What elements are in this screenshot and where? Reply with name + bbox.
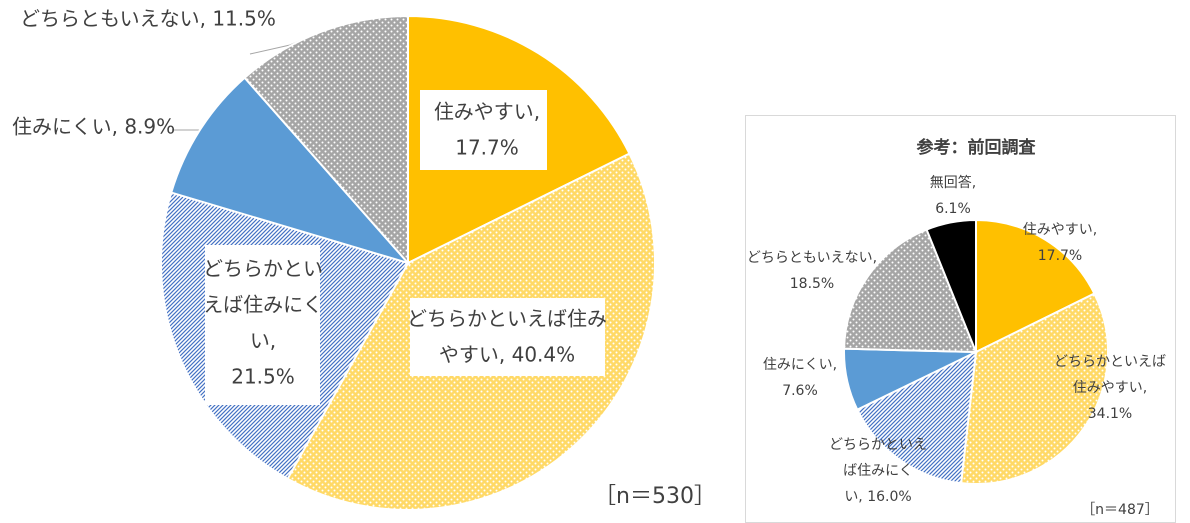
label-box bbox=[205, 245, 320, 405]
label-box bbox=[420, 90, 547, 170]
data-label: 17.7% bbox=[455, 136, 519, 160]
data-label: どちらかといえば bbox=[1054, 354, 1166, 370]
pie-slice bbox=[843, 228, 978, 354]
pie-slice bbox=[243, 14, 409, 266]
pie-slice bbox=[855, 350, 978, 485]
sample-note: ［n＝530］ bbox=[594, 484, 716, 509]
data-label: えば住みにく bbox=[203, 293, 323, 317]
data-label: 21.5% bbox=[231, 365, 295, 389]
data-label: どちらともいえない, 11.5% bbox=[20, 7, 276, 31]
label-box bbox=[410, 298, 605, 376]
data-label: い, bbox=[250, 329, 276, 353]
data-label: 34.1% bbox=[1088, 406, 1132, 422]
data-label: 17.7% bbox=[1038, 248, 1082, 264]
pie-slice bbox=[959, 292, 1109, 485]
data-label: 7.6% bbox=[782, 383, 818, 399]
data-label: ば住みにく bbox=[843, 463, 913, 479]
data-label: 住みやすい, bbox=[1023, 222, 1097, 238]
data-label: 6.1% bbox=[935, 201, 971, 217]
pie-slice bbox=[170, 76, 412, 265]
data-label: 住みやすい, bbox=[434, 100, 540, 124]
data-label: い, 16.0% bbox=[844, 489, 911, 505]
data-label: やすい, 40.4% bbox=[439, 343, 575, 367]
pie-slice bbox=[975, 218, 1096, 354]
data-label: 無回答, bbox=[930, 174, 976, 191]
data-label: どちらともいえない, bbox=[747, 250, 877, 266]
data-label: どちらかといえ bbox=[829, 437, 927, 453]
pie-slice bbox=[925, 218, 977, 353]
data-label: 住みやすい, bbox=[1073, 380, 1147, 396]
sample-note: ［n＝487］ bbox=[1081, 502, 1159, 518]
data-label: どちらかとい bbox=[203, 257, 323, 281]
data-label: 18.5% bbox=[790, 276, 834, 292]
inset-title: 参考：前回調査 bbox=[917, 137, 1037, 158]
data-label: 住みにくい, bbox=[763, 357, 837, 373]
data-label: 住みにくい, 8.9% bbox=[12, 115, 175, 139]
data-label: どちらかといえば住み bbox=[407, 307, 607, 331]
